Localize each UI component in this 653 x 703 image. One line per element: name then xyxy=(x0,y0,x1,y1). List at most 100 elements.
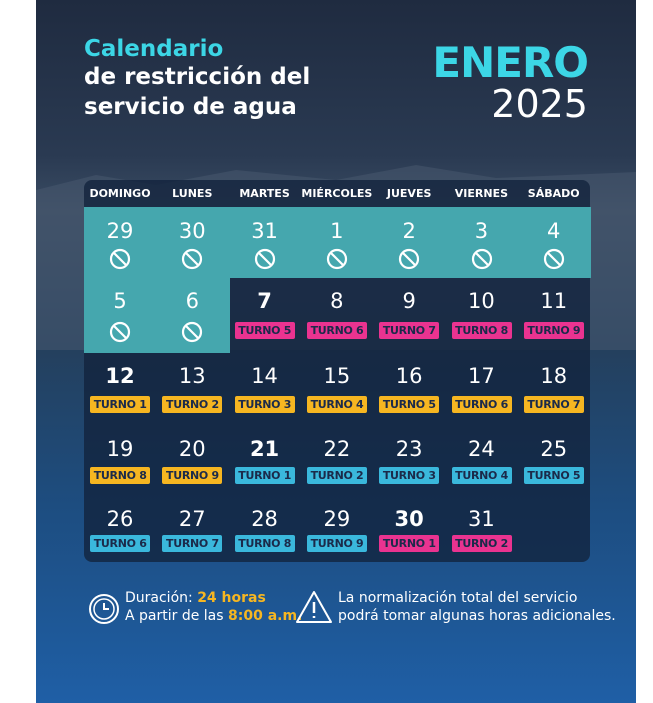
turno-badge: TURNO 1 xyxy=(379,535,440,553)
month: ENERO xyxy=(432,38,589,87)
value: 8:00 a.m. xyxy=(228,608,303,624)
day-number: 19 xyxy=(106,437,134,461)
day-number: 12 xyxy=(105,364,135,388)
warning-icon xyxy=(296,591,332,623)
turno-badge: TURNO 5 xyxy=(234,322,295,339)
turno-badge: TURNO 3 xyxy=(234,395,295,413)
turno-badge: TURNO 9 xyxy=(523,322,584,339)
day-number: 25 xyxy=(540,437,568,461)
no-service-icon xyxy=(471,248,493,270)
day-number: 3 xyxy=(474,219,489,243)
turno-badge: TURNO 6 xyxy=(90,535,151,553)
no-service-icon xyxy=(181,248,203,270)
label: A partir de las xyxy=(125,608,224,624)
day-number: 26 xyxy=(106,507,134,531)
turno-badge: TURNO 6 xyxy=(451,395,512,413)
day-number: 16 xyxy=(395,364,423,388)
turno-badge: TURNO 8 xyxy=(90,467,151,484)
start: A partir de las 8:00 a.m. xyxy=(125,608,302,624)
no-service-icon xyxy=(543,248,565,270)
day-number: 14 xyxy=(251,364,278,388)
label: Duración: xyxy=(125,590,193,606)
day-number: 29 xyxy=(106,219,134,243)
title: Calendario xyxy=(84,36,224,62)
no-service-icon xyxy=(109,248,131,270)
day-number: 18 xyxy=(540,364,568,388)
day-number: 22 xyxy=(323,437,351,461)
day-number: 24 xyxy=(468,437,495,461)
restricted-cell xyxy=(373,207,447,278)
poster: Calendario de restricción del servicio d… xyxy=(36,0,636,703)
turno-badge: TURNO 6 xyxy=(307,322,367,339)
day-number: 31 xyxy=(251,219,278,243)
day-number: 7 xyxy=(257,289,272,313)
weekday: MIÉRCOLES xyxy=(301,187,373,200)
day-number: 1 xyxy=(330,219,344,243)
turno-badge: TURNO 9 xyxy=(162,467,223,484)
day-number: 9 xyxy=(402,289,416,313)
day-number: 29 xyxy=(323,507,351,531)
day-number: 17 xyxy=(468,364,495,388)
turno-badge: TURNO 8 xyxy=(451,322,512,339)
restricted-cell xyxy=(84,207,158,278)
no-service-icon xyxy=(109,321,131,343)
no-service-icon xyxy=(181,321,203,343)
day-number: 6 xyxy=(185,289,199,313)
day-number: 23 xyxy=(395,437,423,461)
day-number: 5 xyxy=(113,289,127,313)
turno-badge: TURNO 1 xyxy=(90,395,151,413)
turno-badge: TURNO 7 xyxy=(162,535,223,553)
restricted-cell xyxy=(300,207,375,278)
notice: podrá tomar algunas horas adicionales. xyxy=(338,608,616,624)
day-number: 13 xyxy=(178,364,206,388)
title: servicio de agua xyxy=(84,94,297,120)
turno-badge: TURNO 9 xyxy=(307,535,367,553)
turno-badge: TURNO 7 xyxy=(523,395,584,413)
turno-badge: TURNO 2 xyxy=(451,535,512,553)
turno-badge: TURNO 2 xyxy=(162,395,223,413)
turno-badge: TURNO 4 xyxy=(451,467,512,484)
turno-badge: TURNO 4 xyxy=(307,395,367,413)
day-number: 11 xyxy=(540,289,568,313)
weekday: LUNES xyxy=(172,187,213,200)
weekday: VIERNES xyxy=(454,187,509,200)
day-number: 30 xyxy=(178,219,206,243)
turno-badge: TURNO 5 xyxy=(523,467,584,484)
weekday: SÁBADO xyxy=(527,187,580,200)
weekday: DOMINGO xyxy=(89,187,151,200)
title: de restricción del xyxy=(84,64,311,90)
day-number: 10 xyxy=(468,289,495,313)
clock-icon xyxy=(89,594,119,624)
no-service-icon xyxy=(254,248,276,270)
day-number: 20 xyxy=(178,437,206,461)
notice: La normalización total del servicio xyxy=(338,590,578,606)
no-service-icon xyxy=(398,248,420,270)
day-number: 21 xyxy=(249,437,280,461)
day-number: 28 xyxy=(251,507,278,531)
turno-badge: TURNO 5 xyxy=(379,395,440,413)
day-number: 8 xyxy=(330,289,344,313)
day-number: 4 xyxy=(547,219,561,243)
restricted-cell xyxy=(445,207,519,278)
restricted-cell xyxy=(156,207,230,278)
turno-badge: TURNO 8 xyxy=(234,535,295,553)
turno-badge: TURNO 2 xyxy=(307,467,367,484)
no-service-icon xyxy=(326,248,348,270)
day-number: 15 xyxy=(323,364,351,388)
turno-badge: TURNO 1 xyxy=(234,467,295,484)
day-number: 27 xyxy=(178,507,206,531)
day-number: 30 xyxy=(394,507,424,531)
restricted-cell xyxy=(517,207,591,278)
weekday: JUEVES xyxy=(386,187,432,200)
day-number: 31 xyxy=(468,507,495,531)
day-number: 2 xyxy=(402,219,416,243)
duration: Duración: 24 horas xyxy=(125,590,266,606)
value: 24 horas xyxy=(197,590,266,606)
turno-badge: TURNO 7 xyxy=(379,322,440,339)
year: 2025 xyxy=(491,82,588,126)
calendar: DOMINGO LUNES MARTES MIÉRCOLES JUEVES VIERNES… xyxy=(84,180,591,562)
restricted-cell xyxy=(228,207,302,278)
weekday: MARTES xyxy=(239,187,290,200)
turno-badge: TURNO 3 xyxy=(379,467,440,484)
